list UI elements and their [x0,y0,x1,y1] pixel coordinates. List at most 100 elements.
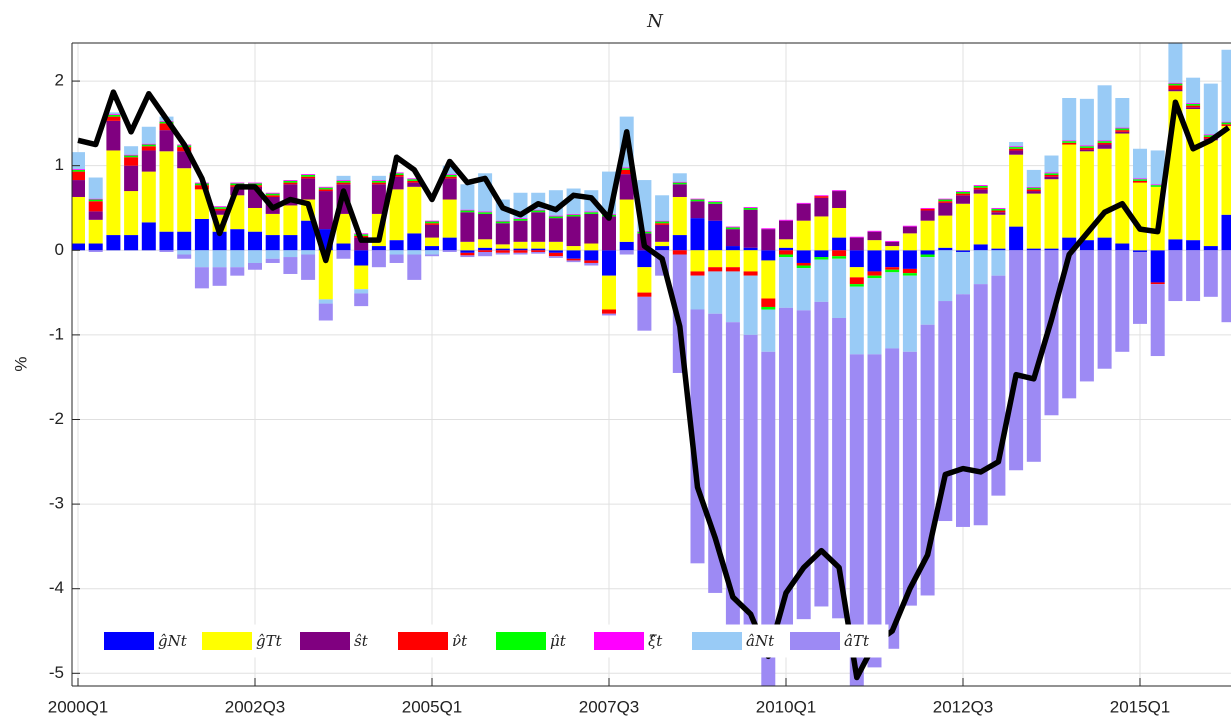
bar-segment [991,248,1006,251]
bar-segment [442,174,457,177]
bar-segment [1203,246,1218,251]
bar-segment [106,150,121,236]
bar-segment [885,240,900,242]
bar-segment [973,185,988,186]
bar-segment [761,250,776,261]
bar-segment [672,250,687,255]
bar-segment [478,212,493,214]
bar-segment [1044,173,1059,175]
bar-segment [1115,97,1130,128]
bar-segment [1203,140,1218,247]
bar-segment [1062,140,1077,142]
bar-segment [124,155,139,158]
bar-segment [460,252,475,256]
bar-segment [106,235,121,251]
bar-segment [1168,43,1183,83]
bar-segment [690,201,705,219]
bar-segment [336,250,351,259]
bar-segment [1221,250,1231,323]
bar-segment [1026,193,1041,249]
bar-segment [655,195,670,221]
bar-segment [1009,150,1024,155]
bar-segment [495,244,510,249]
bar-segment [212,208,227,211]
bar-segment [1026,169,1041,187]
bar-segment [1062,142,1077,145]
bar-segment [371,175,386,181]
bar-segment [956,191,970,192]
bar-segment [584,213,599,244]
bar-segment [159,250,174,252]
bar-segment [336,175,351,181]
legend-label: ν̂t [452,632,468,650]
bar-segment [655,221,670,224]
bar-segment [124,165,139,192]
bar-segment [425,237,439,247]
bar-segment [425,250,439,255]
bar-segment [548,218,563,242]
legend-swatch [398,632,448,650]
bar-segment [566,216,581,247]
bar-segment [761,229,776,251]
bar-segment [725,322,740,636]
bar-segment [371,246,386,251]
bar-segment [902,226,917,234]
bar-segment [1133,250,1147,252]
bar-segment [141,146,156,151]
bar-segment [743,271,758,276]
bar-segment [584,260,599,263]
bar-segment [495,220,510,222]
bar-segment [796,265,811,269]
bar-segment [956,203,970,251]
bar-segment [72,152,85,170]
bar-segment [708,271,723,314]
bar-segment [442,250,457,252]
bar-segment [389,254,404,263]
bar-segment [548,215,563,217]
bar-segment [814,259,829,302]
bar-segment [1186,107,1201,109]
bar-segment [902,268,917,274]
bars [72,43,1231,686]
bar-segment [371,182,386,185]
bar-segment [725,246,740,251]
bar-segment [336,180,351,183]
bar-segment [902,351,917,606]
bar-segment [1186,103,1201,106]
y-tick-label: 2 [55,71,64,90]
bar-segment [584,243,599,251]
bar-segment [779,247,793,251]
bar-segment [1062,144,1077,238]
bar-segment [1097,250,1112,369]
bar-segment [389,172,404,174]
bar-segment [1009,226,1024,251]
legend-label: ĝTt [256,632,283,650]
bar-segment [230,250,245,268]
bar-segment [354,250,369,266]
bar-segment [796,220,811,251]
bar-segment [531,248,546,251]
bar-segment [72,171,85,181]
bar-segment [425,254,439,257]
bar-segment [832,250,847,257]
bar-segment [495,221,510,224]
bar-segment [655,223,670,225]
bar-segment [283,180,298,181]
bar-segment [902,273,917,276]
bar-segment [407,180,422,183]
bar-segment [867,250,882,272]
bar-segment [814,196,829,198]
bar-segment [265,195,280,197]
bar-segment [814,197,829,217]
bar-segment [1044,176,1059,180]
bar-segment [1026,248,1041,251]
bar-segment [1097,85,1112,141]
bar-segment [478,250,493,252]
bar-segment [1079,145,1094,147]
legend-label: ξ̂t [648,632,663,650]
bar-segment [141,126,156,144]
bar-segment [442,176,457,179]
y-tick-label: -2 [49,409,64,428]
bar-segment [920,220,935,251]
bar-segment [1150,184,1165,186]
